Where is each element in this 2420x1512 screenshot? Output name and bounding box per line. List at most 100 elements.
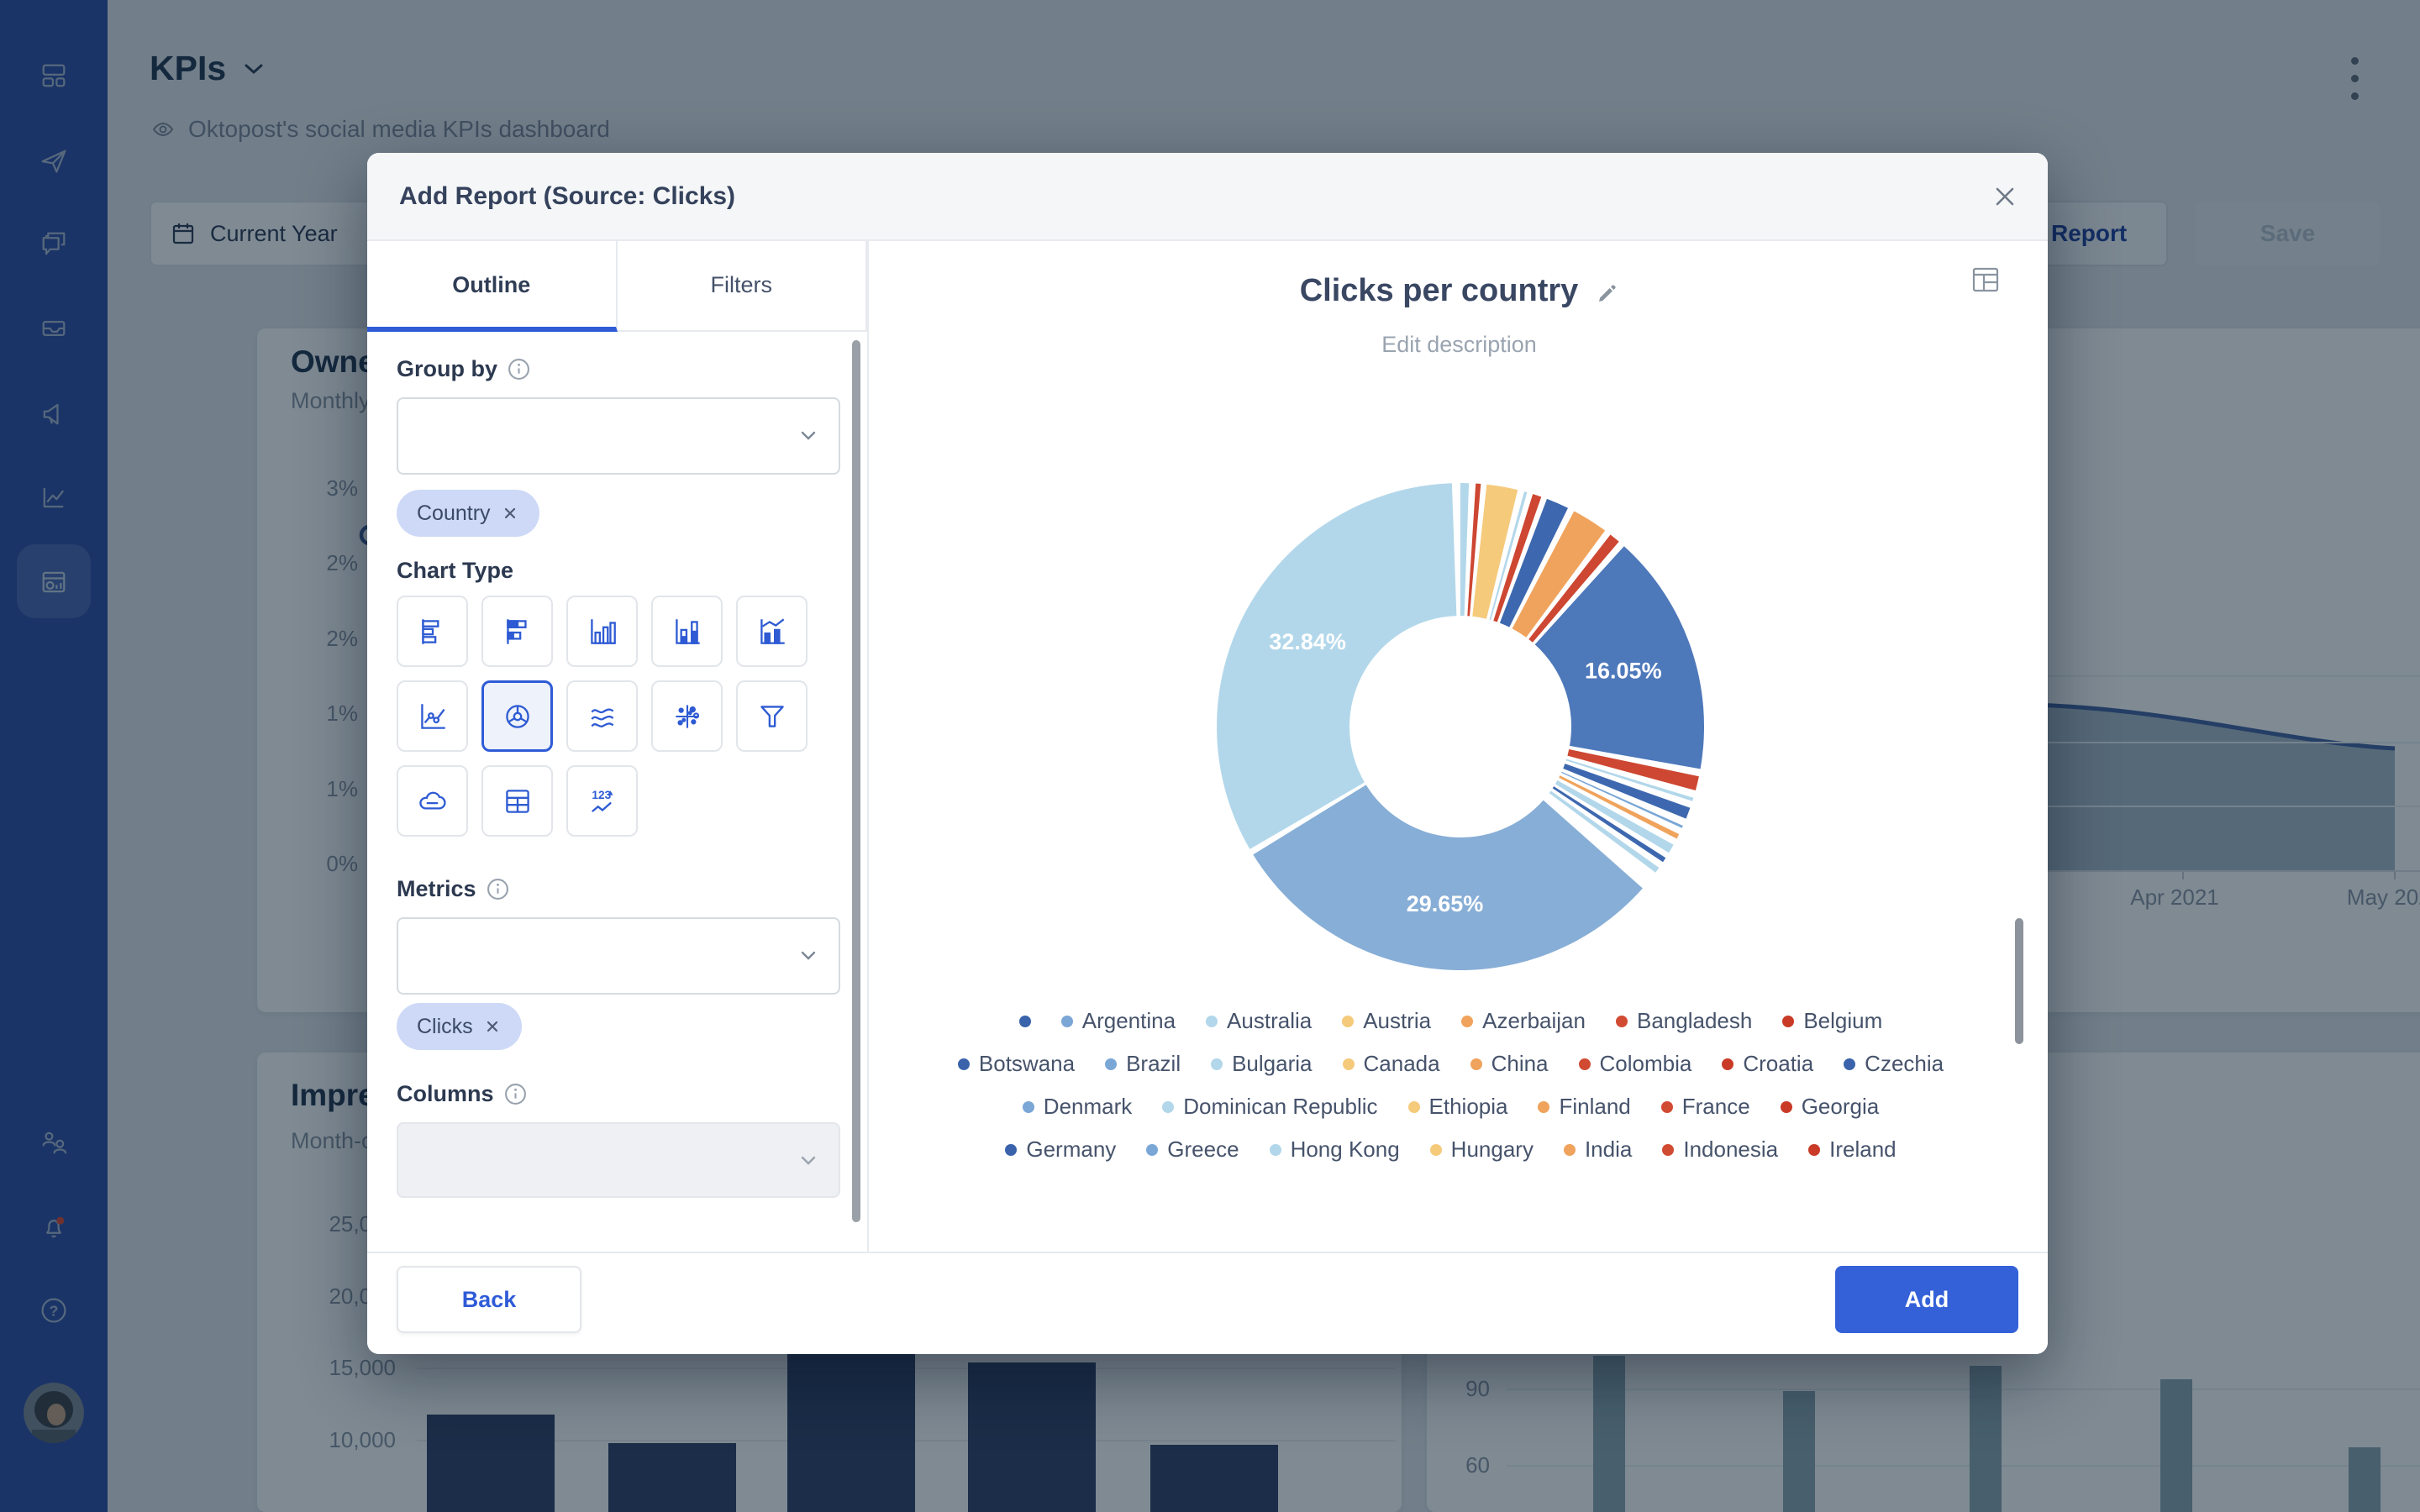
donut-slice[interactable] (1534, 546, 1705, 769)
chart-type-bar-horizontal[interactable] (397, 596, 468, 667)
chart-type-combo[interactable] (736, 596, 808, 667)
metrics-chip[interactable]: Clicks (397, 1003, 522, 1050)
donut-slice[interactable] (1467, 483, 1481, 617)
legend-label: India (1584, 1137, 1633, 1162)
donut-slice[interactable] (1472, 484, 1518, 619)
chart-type-area[interactable] (566, 680, 638, 752)
chart-type-scatter[interactable] (651, 680, 723, 752)
legend-item[interactable]: Finland (1538, 1094, 1631, 1120)
chart-type-number[interactable]: 123 (566, 765, 638, 837)
legend-item[interactable]: Colombia (1578, 1051, 1691, 1077)
legend-label: Australia (1227, 1008, 1313, 1033)
legend-item[interactable]: Azerbaijan (1461, 1008, 1586, 1034)
legend-item[interactable]: Botswana (957, 1051, 1076, 1077)
donut-slice[interactable] (1460, 483, 1470, 617)
back-button[interactable]: Back (397, 1266, 581, 1333)
legend-dot (1660, 1100, 1673, 1113)
legend-item[interactable]: Brazil (1105, 1051, 1181, 1077)
tab-outline[interactable]: Outline (367, 241, 618, 332)
legend-item[interactable]: Bulgaria (1211, 1051, 1313, 1077)
legend-item[interactable]: Australia (1206, 1008, 1312, 1034)
legend-dot (1461, 1015, 1474, 1027)
legend-item[interactable]: Croatia (1722, 1051, 1813, 1077)
group-by-label: Group by (397, 355, 497, 381)
donut-slice[interactable] (1528, 534, 1619, 643)
legend-item[interactable]: India (1563, 1137, 1633, 1163)
legend-item[interactable] (1018, 1015, 1031, 1027)
chart-type-funnel[interactable] (736, 680, 808, 752)
tab-filters[interactable]: Filters (617, 241, 867, 332)
donut-slice[interactable] (1253, 785, 1643, 970)
legend-item[interactable]: Georgia (1780, 1094, 1879, 1120)
chart-type-word-cloud[interactable] (397, 765, 468, 837)
legend-item[interactable]: Belgium (1782, 1008, 1882, 1034)
legend-item[interactable]: Czechia (1844, 1051, 1944, 1077)
remove-chip-icon[interactable] (483, 1017, 502, 1036)
legend-item[interactable]: Ethiopia (1407, 1094, 1507, 1120)
legend-label: Canada (1363, 1051, 1440, 1076)
legend-label: Hong Kong (1290, 1137, 1400, 1162)
chart-legend: Argentina Australia Austria Azerbaijan Bangl… (887, 1000, 2014, 1171)
chart-type-line[interactable] (397, 680, 468, 752)
chart-type-bar-horizontal-stacked[interactable] (481, 596, 553, 667)
outline-panel: Group by Country Chart Type (367, 332, 854, 1252)
info-icon[interactable] (487, 878, 509, 900)
legend-item[interactable]: China (1470, 1051, 1549, 1077)
legend-item[interactable]: Bangladesh (1615, 1008, 1752, 1034)
donut-slice[interactable] (1552, 786, 1666, 863)
donut-slice[interactable] (1565, 759, 1694, 801)
legend-item[interactable]: Hong Kong (1269, 1137, 1400, 1163)
legend-item[interactable]: Denmark (1022, 1094, 1132, 1120)
legend-dot (1780, 1100, 1792, 1113)
donut-slice[interactable] (1217, 483, 1457, 849)
donut-slice[interactable] (1555, 780, 1674, 853)
donut-chart[interactable]: 32.84% 16.05% 29.65% (1200, 466, 1721, 987)
donut-slice[interactable] (1561, 771, 1683, 828)
back-label: Back (461, 1286, 517, 1312)
edit-pencil-icon[interactable] (1593, 279, 1618, 304)
donut-slice[interactable] (1549, 790, 1660, 873)
close-icon[interactable] (1989, 181, 2021, 213)
info-icon[interactable] (508, 358, 530, 381)
legend-item[interactable]: Dominican Republic (1162, 1094, 1378, 1120)
chart-type-bar-vertical-stacked[interactable] (651, 596, 723, 667)
add-button[interactable]: Add (1835, 1266, 2018, 1333)
chart-type-table[interactable] (481, 765, 553, 837)
donut-slice[interactable] (1489, 491, 1528, 621)
chip-label: Country (417, 501, 491, 525)
donut-slice[interactable] (1499, 498, 1568, 627)
remove-chip-icon[interactable] (501, 504, 519, 522)
metrics-select[interactable] (397, 917, 840, 995)
donut-slice[interactable] (1559, 775, 1680, 839)
legend-item[interactable]: Greece (1146, 1137, 1239, 1163)
legend-dot (1538, 1100, 1550, 1113)
legend-item[interactable]: France (1660, 1094, 1750, 1120)
legend-item[interactable]: Austria (1342, 1008, 1431, 1034)
donut-slice[interactable] (1567, 749, 1699, 790)
donut-slice[interactable] (1493, 494, 1542, 622)
legend-row: Argentina Australia Austria Azerbaijan Bangl… (887, 1000, 2014, 1042)
legend-scrollbar[interactable] (2015, 918, 2023, 1044)
info-icon[interactable] (504, 1083, 527, 1105)
legend-item[interactable]: Germany (1005, 1137, 1116, 1163)
legend-item[interactable]: Hungary (1429, 1137, 1534, 1163)
legend-item[interactable]: Argentina (1060, 1008, 1176, 1034)
columns-select-disabled[interactable] (397, 1122, 840, 1198)
chart-type-bar-vertical[interactable] (566, 596, 638, 667)
table-view-icon[interactable] (1970, 265, 2002, 299)
legend-item[interactable]: Ireland (1808, 1137, 1897, 1163)
chart-type-label-row: Chart Type (397, 557, 839, 584)
legend-dot (1342, 1015, 1355, 1027)
donut-slice[interactable] (1563, 764, 1691, 819)
group-by-chip[interactable]: Country (397, 490, 539, 537)
group-by-select[interactable] (397, 397, 840, 475)
chart-type-donut[interactable] (481, 680, 553, 752)
legend-label: Botswana (978, 1051, 1076, 1076)
legend-item[interactable]: Indonesia (1662, 1137, 1778, 1163)
legend-dot (1662, 1143, 1675, 1156)
donut-slice[interactable] (1512, 511, 1606, 638)
edit-description[interactable]: Edit description (1381, 332, 1537, 357)
legend-label: Belgium (1803, 1008, 1883, 1033)
left-panel-scrollbar[interactable] (852, 340, 860, 1222)
legend-item[interactable]: Canada (1342, 1051, 1440, 1077)
